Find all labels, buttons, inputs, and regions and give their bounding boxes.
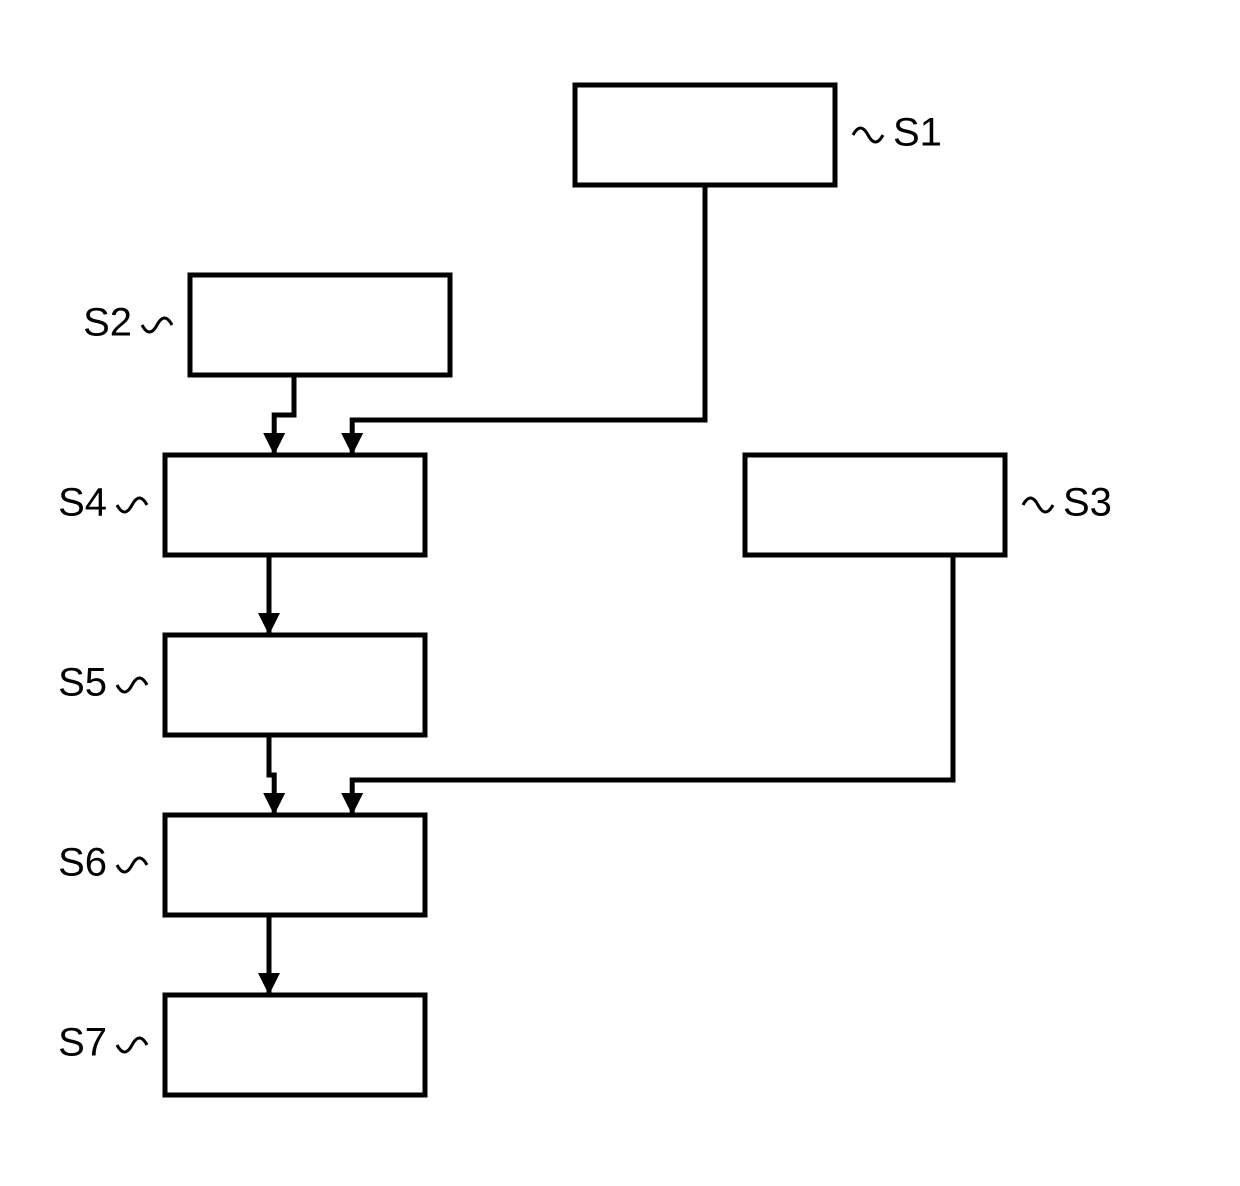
label-S2: S2 [83,301,132,345]
label-leader-S4 [117,498,147,512]
label-leader-S7 [117,1038,147,1052]
label-leader-S3 [1023,498,1053,512]
node-S5 [165,635,425,735]
label-S1: S1 [893,111,942,155]
label-S3: S3 [1063,481,1112,525]
node-S6 [165,815,425,915]
label-leader-S5 [117,678,147,692]
node-S2 [190,275,450,375]
edge-S2-S4 [274,375,294,455]
node-S4 [165,455,425,555]
label-S7: S7 [58,1021,107,1065]
node-S1 [575,85,835,185]
label-leader-S1 [853,128,883,142]
node-S7 [165,995,425,1095]
label-leader-S6 [117,858,147,872]
label-S4: S4 [58,481,107,525]
flowchart-diagram: S1 S2 S3 S4 S5 S6 S7 [0,0,1240,1186]
edge-S5-S6 [269,735,274,815]
edge-S3-S6 [352,555,953,815]
label-S6: S6 [58,841,107,885]
label-S5: S5 [58,661,107,705]
label-leader-S2 [142,318,172,332]
node-S3 [745,455,1005,555]
